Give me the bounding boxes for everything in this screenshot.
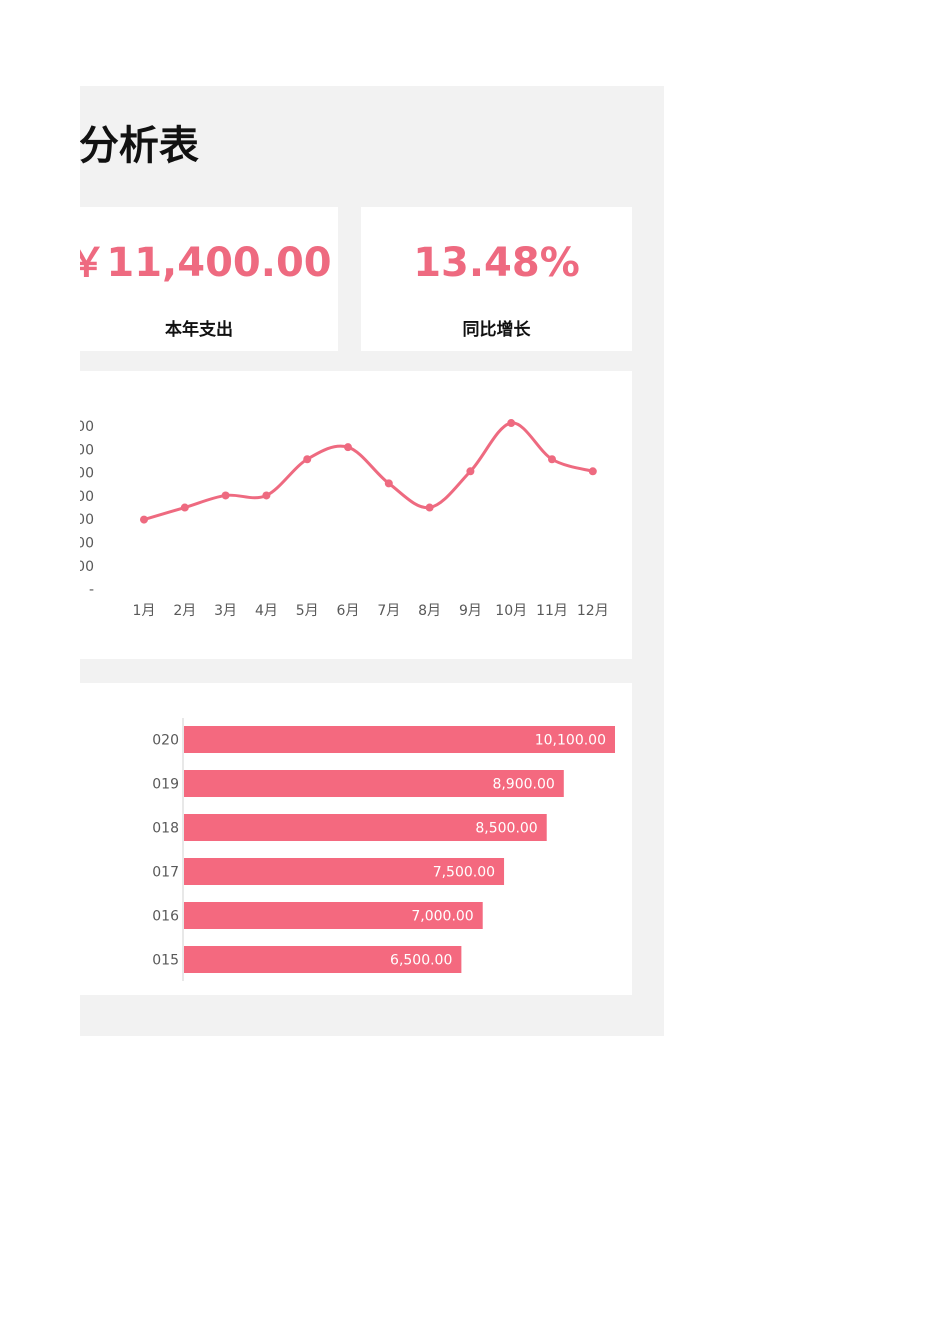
y-tick-label: 00.00 bbox=[80, 559, 94, 575]
kpi-label-annual-expense: 本年支出 bbox=[165, 320, 233, 340]
kpi-card-yoy-growth: 13.48% 同比增长 bbox=[361, 207, 632, 351]
data-point-11月 bbox=[548, 455, 556, 464]
x-tick-label: 5月 bbox=[296, 603, 319, 619]
data-point-2月 bbox=[180, 503, 189, 512]
data-point-6月 bbox=[344, 443, 352, 452]
x-tick-label: 2月 bbox=[173, 603, 196, 619]
x-tick-label: 12月 bbox=[577, 603, 609, 619]
bar-value-label: 10,100.00 bbox=[535, 733, 606, 749]
y-tick-label: 00.00 bbox=[80, 466, 94, 482]
bar-018 bbox=[184, 814, 547, 841]
kpi-value-yoy-growth: 13.48% bbox=[413, 240, 580, 286]
bar-value-label: 7,000.00 bbox=[411, 909, 473, 925]
y-category-label: 015 bbox=[152, 953, 179, 969]
bar-value-label: 7,500.00 bbox=[433, 865, 495, 881]
bar-chart-card: 10,100.00 020 8,900.00 019 8,500.00 018 7,500.… bbox=[80, 683, 632, 995]
x-tick-label: 6月 bbox=[337, 603, 360, 619]
x-tick-label: 11月 bbox=[536, 603, 568, 619]
dashboard-panel: J分析表 ￥11,400.00 本年支出 13.48% 同比增长 00.0000… bbox=[80, 86, 664, 1036]
line-chart-card: 00.00 00.00 00.00 00.00 00.00 00.00 00.00 - 1月 2月… bbox=[80, 371, 632, 659]
data-point-8月 bbox=[425, 503, 434, 512]
bar-value-label: 8,500.00 bbox=[475, 821, 537, 837]
bar-016 bbox=[184, 902, 483, 929]
page-title: J分析表 bbox=[80, 123, 199, 169]
data-point-7月 bbox=[384, 479, 393, 488]
bar-value-label: 6,500.00 bbox=[390, 953, 452, 969]
x-tick-label: 1月 bbox=[133, 603, 156, 619]
y-category-label: 017 bbox=[152, 865, 179, 881]
data-point-4月 bbox=[262, 491, 271, 500]
yearly-expense-bar-chart: 10,100.00 020 8,900.00 019 8,500.00 018 7,500.… bbox=[152, 718, 615, 981]
y-category-label: 019 bbox=[152, 777, 179, 793]
y-category-label: 018 bbox=[152, 821, 179, 837]
y-tick-label: 00.00 bbox=[80, 512, 94, 528]
y-tick-label: - bbox=[89, 582, 94, 598]
y-category-label: 016 bbox=[152, 909, 179, 925]
data-point-12月 bbox=[588, 467, 597, 476]
data-point-9月 bbox=[466, 467, 475, 476]
y-tick-label: 00.00 bbox=[80, 489, 94, 505]
data-point-5月 bbox=[303, 455, 312, 464]
kpi-label-yoy-growth: 同比增长 bbox=[462, 320, 531, 340]
y-tick-label: 00.00 bbox=[80, 536, 94, 552]
y-tick-label: 00.00 bbox=[80, 442, 94, 458]
x-tick-label: 9月 bbox=[459, 603, 482, 619]
data-point-1月 bbox=[140, 515, 148, 524]
bar-value-label: 8,900.00 bbox=[492, 777, 554, 793]
data-point-3月 bbox=[221, 491, 230, 500]
bar-020 bbox=[184, 726, 615, 753]
x-tick-label: 10月 bbox=[495, 603, 527, 619]
x-tick-label: 4月 bbox=[255, 603, 278, 619]
x-tick-label: 7月 bbox=[377, 603, 400, 619]
y-category-label: 020 bbox=[152, 733, 179, 749]
x-tick-label: 3月 bbox=[214, 603, 237, 619]
data-point-10月 bbox=[507, 419, 516, 428]
y-tick-label: 00.00 bbox=[80, 419, 94, 435]
kpi-card-annual-expense: ￥11,400.00 本年支出 bbox=[80, 207, 338, 351]
kpi-value-annual-expense: ￥11,400.00 bbox=[80, 240, 332, 286]
bar-015 bbox=[184, 946, 462, 973]
x-tick-label: 8月 bbox=[418, 603, 441, 619]
monthly-expense-line-chart: 00.00 00.00 00.00 00.00 00.00 00.00 00.00 - 1月 2月… bbox=[80, 419, 609, 619]
bar-017 bbox=[184, 858, 505, 885]
series-line bbox=[142, 421, 595, 522]
bar-019 bbox=[184, 770, 564, 797]
